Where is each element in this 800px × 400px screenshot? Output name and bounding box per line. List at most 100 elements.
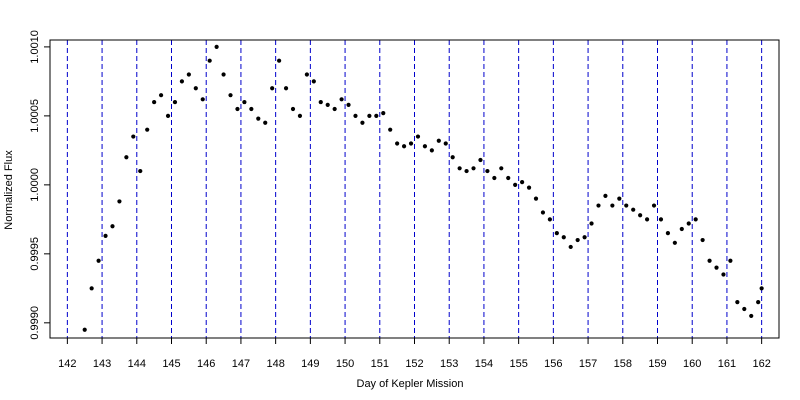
x-tick-label: 149	[301, 358, 319, 370]
data-point	[172, 99, 178, 105]
data-point	[256, 116, 261, 121]
data-point	[759, 286, 764, 291]
data-point	[117, 199, 122, 204]
data-point	[145, 127, 150, 132]
x-tick-label: 153	[440, 358, 458, 370]
y-axis-label: Normalized Flux	[3, 150, 15, 230]
data-point	[381, 111, 386, 116]
data-point	[131, 134, 136, 139]
data-point	[283, 86, 289, 91]
data-point	[388, 127, 393, 132]
data-point	[158, 93, 164, 98]
data-point	[707, 258, 712, 263]
x-tick-label: 155	[509, 358, 527, 370]
x-tick-label: 148	[266, 358, 284, 370]
data-point	[270, 86, 275, 91]
data-point	[520, 180, 525, 185]
x-tick-label: 150	[336, 358, 354, 370]
data-point	[96, 258, 101, 263]
data-point	[353, 113, 358, 118]
x-tick-label: 152	[405, 358, 423, 370]
data-point	[631, 207, 636, 212]
data-point	[485, 168, 490, 174]
data-point	[193, 86, 198, 91]
data-point	[693, 217, 698, 222]
data-point	[450, 155, 455, 160]
data-point	[325, 102, 330, 107]
data-point	[242, 99, 247, 105]
data-point	[756, 300, 761, 305]
data-point	[179, 79, 185, 84]
data-point	[297, 113, 303, 118]
data-point	[540, 210, 546, 215]
data-point	[478, 157, 483, 163]
x-tick-label: 158	[614, 358, 632, 370]
data-point	[624, 203, 629, 208]
data-point	[304, 72, 309, 77]
data-point	[318, 99, 323, 105]
data-point	[526, 185, 532, 190]
data-point	[464, 168, 469, 174]
data-point	[603, 193, 608, 198]
data-point	[721, 272, 726, 277]
data-point	[644, 217, 650, 222]
x-tick-label: 151	[371, 358, 389, 370]
data-point	[471, 166, 476, 171]
reference-lines	[66, 40, 763, 338]
data-point	[395, 141, 400, 146]
x-tick-label: 157	[579, 358, 597, 370]
data-point	[374, 113, 379, 118]
data-point	[686, 221, 691, 226]
data-point	[672, 240, 677, 245]
x-tick-label: 143	[93, 358, 111, 370]
data-point	[617, 196, 622, 201]
x-tick-label: 162	[752, 358, 770, 370]
data-point	[110, 224, 115, 229]
data-point	[152, 99, 157, 105]
y-tick-label: 0.9995	[29, 237, 41, 271]
data-point	[582, 235, 587, 240]
data-point	[263, 120, 268, 125]
y-tick-label: 0.9990	[29, 306, 41, 340]
x-tick-label: 146	[197, 358, 215, 370]
data-point	[443, 141, 448, 146]
data-point	[742, 306, 747, 312]
data-point	[165, 113, 171, 118]
data-point	[346, 102, 351, 107]
data-point	[554, 231, 559, 236]
data-point	[408, 141, 414, 146]
data-point	[714, 265, 719, 270]
data-point	[235, 106, 240, 112]
data-point	[596, 203, 601, 208]
x-tick-label: 156	[544, 358, 562, 370]
data-point	[138, 168, 143, 174]
data-point	[249, 106, 254, 112]
x-tick-label: 144	[128, 358, 146, 370]
data-point	[749, 313, 754, 319]
data-point	[457, 166, 462, 171]
data-point	[658, 217, 664, 222]
data-point	[436, 138, 441, 143]
data-point	[589, 221, 594, 226]
data-point	[533, 196, 539, 201]
data-point	[561, 235, 566, 240]
data-point	[228, 93, 233, 98]
x-tick-label: 147	[232, 358, 250, 370]
x-axis: 142 143 144 145 146 147 148 149 150 151 152 153 154 1…	[58, 338, 771, 370]
x-tick-label: 159	[648, 358, 666, 370]
data-point	[651, 203, 657, 208]
data-point	[575, 237, 580, 243]
data-point	[638, 213, 643, 218]
y-tick-label: 1.0005	[29, 99, 41, 133]
y-tick-label: 1.0010	[29, 30, 41, 64]
data-point	[610, 203, 615, 208]
data-point	[200, 97, 205, 102]
data-point	[728, 258, 733, 263]
x-tick-label: 161	[718, 358, 736, 370]
data-point	[290, 106, 296, 112]
x-tick-label: 145	[162, 358, 180, 370]
data-point	[311, 79, 316, 84]
data-point	[679, 226, 684, 232]
data-point	[207, 58, 212, 63]
y-axis: 0.9990 0.9995 1.0000 1.0005 1.0010	[29, 30, 50, 340]
